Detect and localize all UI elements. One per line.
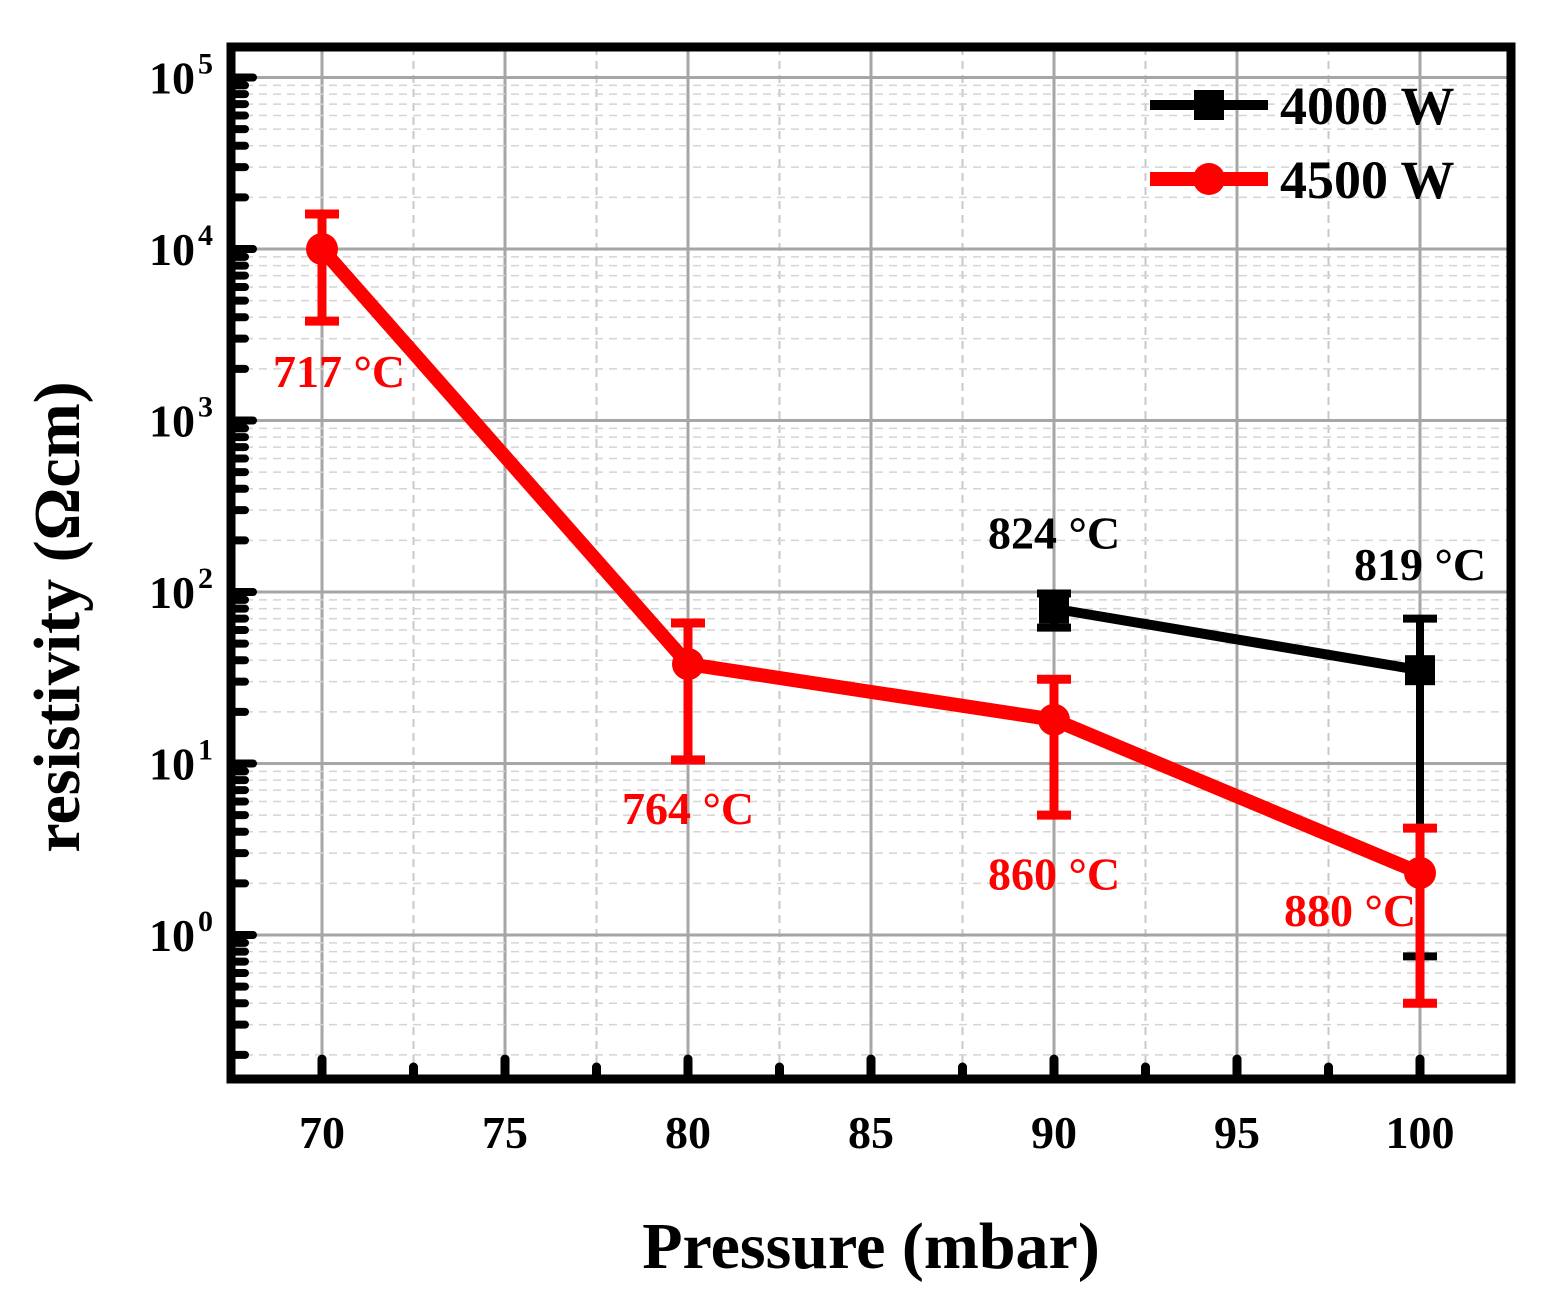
x-tick-label: 95: [1214, 1107, 1260, 1158]
temperature-annotation: 860 °C: [988, 849, 1120, 900]
plot-frame: [226, 42, 1516, 1084]
y-tick-base: 10: [149, 910, 195, 961]
y-tick-base: 10: [149, 567, 195, 618]
legend-item: 4500 W: [1150, 150, 1455, 210]
temperature-annotation: 717 °C: [273, 346, 405, 397]
y-tick-label: 10 1: [149, 734, 213, 790]
series-line: [316, 244, 1423, 880]
x-tick-label: 85: [848, 1107, 894, 1158]
temperature-annotation: 764 °C: [622, 783, 754, 834]
temperature-annotation: 819 °C: [1354, 539, 1486, 590]
y-tick-base: 10: [149, 224, 195, 275]
minor-ticks: [231, 73, 1425, 1080]
x-tick-label: 70: [299, 1107, 345, 1158]
grid: [231, 47, 1511, 1079]
y-tick-label: 10 5: [149, 48, 213, 104]
legend-marker-square: [1194, 90, 1224, 120]
x-tick-label: 90: [1031, 1107, 1077, 1158]
series-layer: [305, 209, 1437, 1008]
legend: 4000 W 4500 W: [1150, 76, 1455, 210]
y-tick-label: 10 0: [149, 905, 213, 961]
data-point-circle: [1404, 856, 1436, 889]
x-tick-labels: 70 75 80 85 90 95 100: [299, 1107, 1455, 1158]
y-tick-exponent: 4: [198, 219, 213, 252]
series-line: [1053, 603, 1421, 676]
temperature-annotation: 880 °C: [1284, 885, 1416, 936]
y-tick-exponent: 3: [198, 391, 213, 424]
x-tick-label: 100: [1386, 1107, 1455, 1158]
temperature-annotation: 824 °C: [988, 508, 1120, 559]
data-point-circle: [672, 648, 704, 681]
y-tick-label: 10 2: [149, 562, 213, 618]
x-tick-label: 75: [482, 1107, 528, 1158]
data-point-square: [1039, 593, 1069, 624]
data-point-circle: [1038, 703, 1070, 736]
x-tick-label: 80: [665, 1107, 711, 1158]
legend-item: 4000 W: [1150, 76, 1455, 136]
y-tick-base: 10: [149, 53, 195, 104]
legend-label: 4000 W: [1280, 76, 1455, 136]
data-point-circle: [306, 233, 338, 265]
x-axis-title: Pressure (mbar): [642, 1210, 1100, 1283]
y-tick-exponent: 1: [198, 734, 213, 767]
legend-marker-circle: [1193, 163, 1225, 195]
y-tick-exponent: 0: [198, 905, 213, 938]
legend-label: 4500 W: [1280, 150, 1455, 210]
y-tick-exponent: 5: [198, 48, 213, 81]
data-point-square: [1405, 655, 1435, 686]
y-tick-exponent: 2: [198, 562, 213, 595]
annotations: 824 °C 819 °C 717 °C 764 °C 860 °C 880 °C: [273, 346, 1486, 936]
y-tick-base: 10: [149, 396, 195, 447]
series-circle: [305, 209, 1437, 1008]
y-tick-base: 10: [149, 739, 195, 790]
y-tick-label: 10 3: [149, 391, 213, 447]
y-axis-title: resistivity (Ωcm): [21, 381, 94, 852]
y-tick-label: 10 4: [149, 219, 213, 275]
